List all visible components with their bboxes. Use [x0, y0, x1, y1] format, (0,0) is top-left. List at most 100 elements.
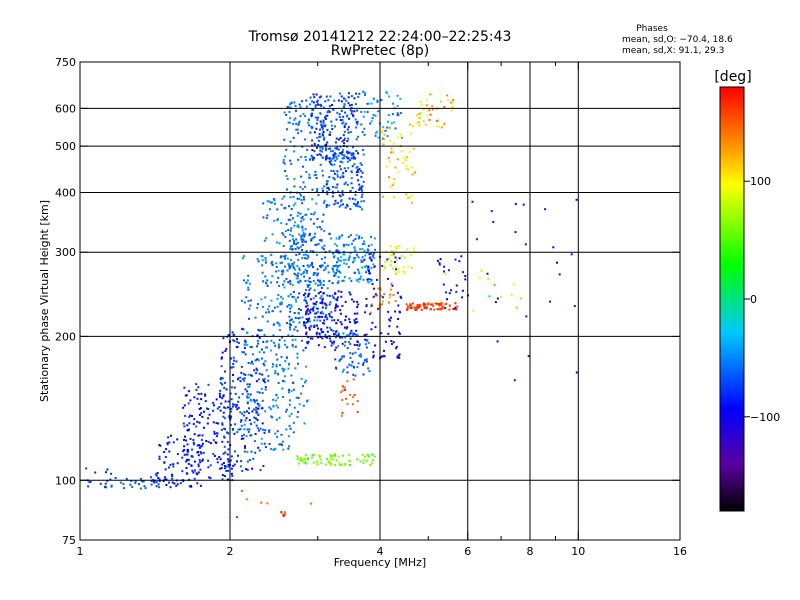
data-point — [301, 215, 304, 218]
data-point — [338, 152, 341, 155]
data-point — [353, 312, 356, 315]
data-point — [410, 194, 413, 197]
data-point — [340, 199, 343, 202]
data-point — [334, 125, 336, 128]
data-point — [352, 257, 355, 260]
data-point — [335, 186, 338, 189]
data-point — [246, 279, 249, 282]
data-point — [165, 484, 168, 486]
data-point — [374, 294, 377, 297]
data-point — [342, 134, 345, 137]
data-point — [282, 233, 285, 236]
data-point — [289, 279, 292, 282]
data-point — [342, 171, 345, 174]
x-tick-label: 10 — [571, 545, 585, 558]
data-point — [307, 256, 310, 259]
data-point — [223, 370, 226, 373]
data-point — [279, 256, 282, 259]
data-point — [510, 293, 513, 296]
data-point — [309, 103, 312, 106]
data-point — [343, 253, 346, 256]
data-point — [367, 367, 370, 370]
data-point — [331, 195, 334, 198]
data-point — [390, 340, 393, 342]
data-point — [347, 235, 350, 238]
data-point — [233, 340, 236, 343]
data-point — [325, 95, 328, 98]
data-point — [340, 204, 343, 207]
data-point — [302, 265, 305, 267]
data-point — [312, 237, 315, 239]
data-point — [316, 279, 319, 282]
data-point — [312, 309, 315, 312]
data-point — [279, 443, 282, 446]
data-point — [216, 461, 219, 464]
data-point — [428, 118, 431, 121]
data-point — [368, 278, 371, 280]
data-point — [312, 213, 315, 216]
data-point — [323, 185, 326, 188]
data-point — [346, 140, 349, 143]
data-point — [347, 96, 350, 99]
data-point — [230, 407, 233, 410]
data-point — [294, 316, 297, 319]
data-point — [388, 160, 391, 163]
data-point — [199, 468, 202, 471]
data-point — [371, 461, 374, 464]
data-point — [394, 166, 397, 169]
data-point — [308, 320, 311, 323]
data-point — [307, 208, 310, 211]
data-point — [192, 441, 195, 444]
data-point — [264, 381, 266, 384]
data-point — [290, 318, 293, 321]
data-point — [360, 188, 363, 191]
data-point — [306, 269, 308, 272]
data-point — [199, 451, 202, 454]
data-point — [366, 111, 369, 113]
data-point — [240, 365, 243, 368]
data-point — [316, 274, 319, 277]
data-point — [189, 437, 192, 440]
data-point — [387, 332, 390, 335]
data-point — [280, 203, 283, 206]
data-point — [332, 252, 335, 255]
data-point — [412, 250, 415, 253]
data-point — [343, 386, 346, 389]
data-point — [310, 239, 313, 242]
data-point — [324, 463, 327, 466]
data-point — [304, 138, 307, 141]
data-point — [363, 127, 366, 130]
data-point — [327, 271, 330, 274]
data-point — [328, 157, 331, 160]
data-point — [356, 174, 359, 177]
data-point — [303, 422, 306, 425]
data-point — [300, 235, 303, 237]
data-point — [198, 434, 201, 437]
data-point — [165, 478, 168, 481]
data-point — [283, 286, 286, 289]
data-point — [330, 159, 333, 162]
data-point — [325, 157, 328, 160]
data-point — [300, 392, 303, 395]
data-point — [226, 431, 229, 434]
data-point — [302, 349, 305, 352]
data-point — [169, 486, 172, 489]
data-point — [407, 266, 410, 269]
data-point — [419, 112, 422, 115]
data-point — [405, 303, 408, 306]
data-point — [353, 319, 356, 322]
data-point — [280, 270, 283, 273]
data-point — [186, 450, 189, 453]
data-point — [261, 259, 264, 262]
data-point — [454, 306, 457, 309]
data-point — [390, 250, 393, 252]
data-point — [173, 482, 176, 485]
data-point — [336, 111, 339, 114]
data-point — [318, 133, 321, 136]
data-point — [394, 266, 397, 269]
data-point — [312, 222, 315, 225]
data-point — [399, 97, 402, 100]
data-point — [410, 253, 413, 256]
data-point — [302, 294, 305, 297]
data-point — [204, 393, 206, 396]
